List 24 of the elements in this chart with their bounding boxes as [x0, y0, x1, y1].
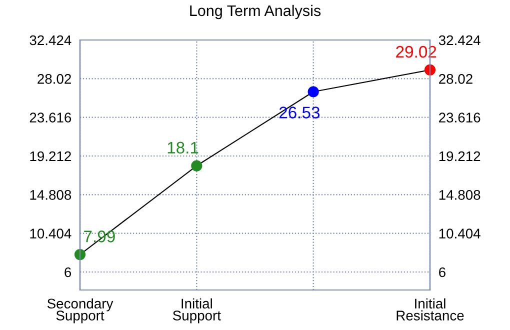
data-label: 18.1 [168, 142, 198, 154]
point [191, 160, 202, 172]
y-tick-label: 6 [64, 267, 72, 278]
y-tick-label: 32.424 [30, 35, 72, 46]
y2-tick-label: 28.02 [439, 74, 472, 84]
data-label: 26.53 [279, 106, 320, 118]
x-tick-label: Initial Support [172, 298, 221, 324]
y-tick-label: 19.212 [30, 151, 71, 162]
y-tick-label: 28.02 [38, 74, 71, 84]
x-tick-label: Initial Resistance [396, 298, 464, 320]
y2-tick-label: 32.424 [438, 35, 480, 46]
y-tick-label: 10.404 [30, 228, 72, 239]
y-tick-label: 14.808 [30, 190, 72, 200]
y2-tick-label: 14.808 [439, 190, 480, 200]
y2-tick-label: 10.404 [439, 228, 480, 239]
point [308, 86, 319, 98]
x-tick-label: Secondary Support [47, 298, 114, 324]
y2-tick-label: 6 [439, 267, 446, 278]
point [74, 248, 86, 260]
data-label: 29.02 [396, 46, 436, 58]
chart-title: Long Term Analysis [190, 4, 321, 20]
y2-tick-label: 23.616 [439, 112, 480, 123]
y2-tick-label: 19.212 [439, 151, 480, 162]
y-tick-label: 23.616 [30, 112, 72, 123]
